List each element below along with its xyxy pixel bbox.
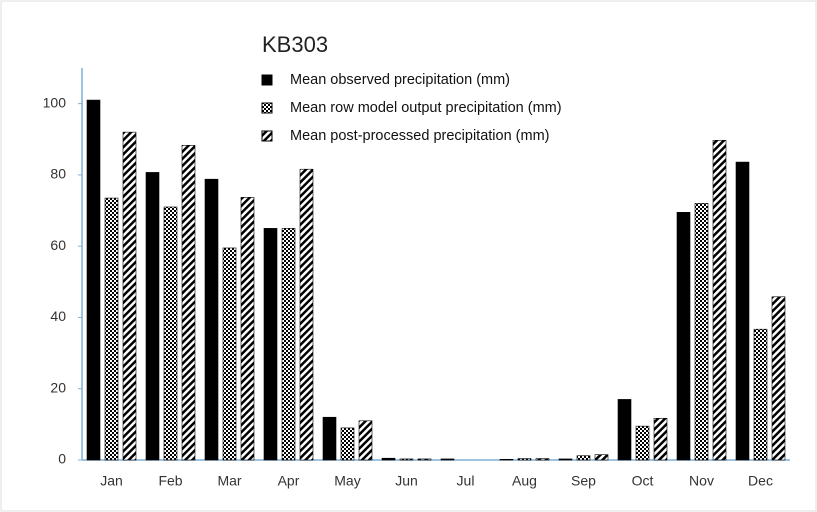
x-tick-label: Dec [748, 473, 773, 489]
bar [594, 454, 609, 461]
y-tick-label: 60 [50, 237, 66, 253]
legend-label: Mean post-processed precipitation (mm) [290, 128, 550, 144]
bar [417, 458, 432, 461]
bar [653, 418, 668, 461]
bar [163, 206, 178, 461]
y-tick-label: 0 [58, 451, 66, 467]
bar [322, 416, 337, 461]
bar [181, 145, 196, 461]
bar [517, 458, 532, 461]
x-tick-label: Feb [158, 473, 182, 489]
bar [440, 458, 455, 461]
x-tick-label: Nov [689, 473, 714, 489]
x-tick-label: Sep [571, 473, 596, 489]
bar [694, 203, 709, 461]
bar [635, 425, 650, 461]
y-tick-label: 80 [50, 166, 66, 182]
bar [358, 420, 373, 461]
y-tick-label: 20 [50, 379, 66, 395]
bar [576, 455, 591, 461]
bar [104, 197, 119, 461]
bar [676, 212, 691, 461]
bar [263, 228, 278, 461]
bar [381, 457, 396, 461]
bar [204, 178, 219, 461]
bar [299, 168, 314, 461]
x-tick-label: Mar [217, 473, 241, 489]
x-tick-label: May [334, 473, 360, 489]
x-tick-label: Aug [512, 473, 537, 489]
bar [240, 197, 255, 461]
chart-title: KB303 [262, 32, 328, 57]
bar [145, 172, 160, 461]
legend-label: Mean row model output precipitation (mm) [290, 100, 562, 116]
y-tick-label: 100 [43, 94, 67, 110]
bar [499, 458, 514, 461]
x-tick-label: Jun [395, 473, 418, 489]
bar [712, 140, 727, 461]
y-tick-label: 40 [50, 308, 66, 324]
x-tick-label: Oct [632, 473, 654, 489]
x-tick-label: Jul [457, 473, 475, 489]
legend-swatch [261, 74, 273, 86]
legend-swatch [261, 102, 273, 114]
bar [535, 458, 550, 461]
bar [558, 458, 573, 461]
bar [399, 458, 414, 461]
bar [771, 296, 786, 461]
bar [122, 131, 137, 461]
x-tick-label: Jan [100, 473, 123, 489]
bar [340, 427, 355, 461]
x-tick-label: Apr [278, 473, 300, 489]
legend-swatch [261, 130, 273, 142]
bar [617, 399, 632, 461]
bar [281, 228, 296, 461]
legend-label: Mean observed precipitation (mm) [290, 72, 510, 88]
bar [735, 161, 750, 461]
bar [222, 247, 237, 461]
bar [753, 328, 768, 461]
bar [86, 99, 101, 461]
